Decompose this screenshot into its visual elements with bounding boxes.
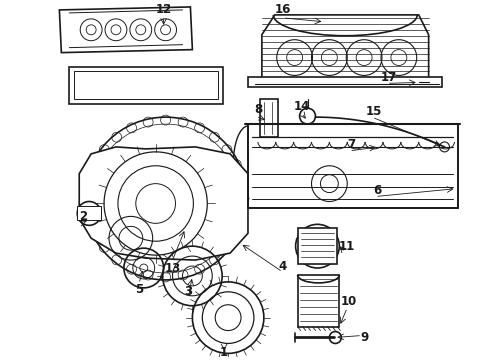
Bar	[69, 67, 223, 104]
Text: 3: 3	[184, 285, 193, 298]
Text: 16: 16	[274, 4, 291, 17]
Text: 9: 9	[360, 331, 368, 344]
Text: 7: 7	[347, 139, 355, 152]
Bar	[297, 228, 337, 264]
Text: 5: 5	[135, 283, 143, 296]
Text: 17: 17	[381, 71, 397, 84]
Polygon shape	[79, 147, 248, 260]
Text: 10: 10	[341, 295, 357, 308]
Text: 1: 1	[220, 346, 228, 359]
Text: 12: 12	[155, 4, 172, 17]
Text: 2: 2	[79, 210, 87, 223]
Bar	[74, 72, 218, 99]
Text: 8: 8	[254, 103, 262, 116]
Text: 11: 11	[339, 240, 355, 253]
Text: 6: 6	[373, 184, 381, 197]
Text: 13: 13	[165, 261, 181, 275]
Bar	[260, 99, 278, 137]
Text: 14: 14	[294, 100, 310, 113]
Polygon shape	[77, 207, 101, 220]
Polygon shape	[59, 7, 193, 53]
Text: 15: 15	[366, 105, 382, 118]
Bar	[297, 275, 339, 327]
Polygon shape	[262, 15, 429, 80]
Polygon shape	[248, 124, 459, 208]
Bar	[248, 77, 441, 87]
Text: 4: 4	[279, 260, 287, 273]
